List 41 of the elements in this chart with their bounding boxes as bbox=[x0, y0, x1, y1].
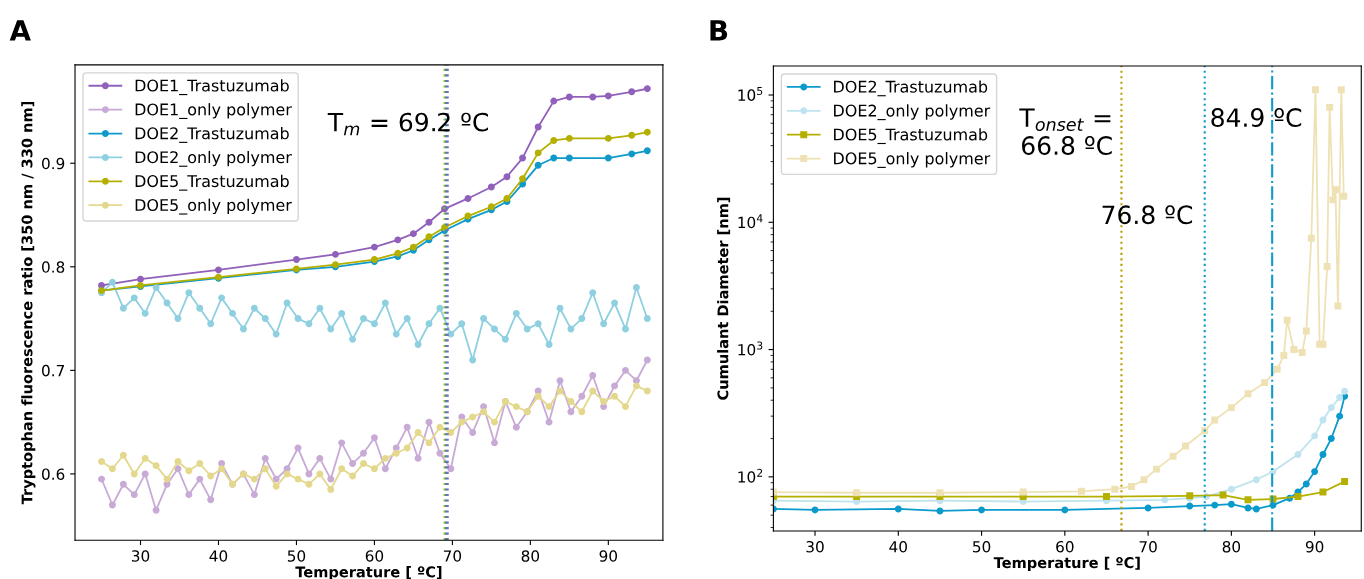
legend-label: DOE5_Trastuzumab bbox=[135, 174, 289, 191]
x-tick-label: 70 bbox=[443, 550, 462, 562]
legend-label: DOE5_only polymer bbox=[834, 152, 991, 168]
y-tick-label: 0.8 bbox=[42, 261, 65, 273]
legend-label: DOE1_Trastuzumab bbox=[135, 79, 289, 96]
legend-label: DOE2_only polymer bbox=[834, 104, 991, 121]
x-tick-label: 90 bbox=[1305, 540, 1324, 553]
y-tick-label: 10$^{5}$ bbox=[738, 87, 763, 101]
legend-label: DOE2_only polymer bbox=[135, 150, 292, 167]
ref-line-label: 84.9 ºC bbox=[1211, 108, 1302, 128]
x-tick-label: 50 bbox=[973, 540, 991, 553]
legend-label: DOE1_only polymer bbox=[135, 103, 292, 120]
y-axis-title: Tryptophan fluorescence ratio [350 nm / 330 nm] bbox=[21, 101, 36, 505]
chart-title: B bbox=[710, 20, 728, 41]
x-tick-label: 60 bbox=[1056, 540, 1074, 553]
y-tick-label: 10$^{3}$ bbox=[738, 341, 763, 356]
ref-line-label: 76.8 ºC bbox=[1102, 205, 1193, 225]
chart-title: A bbox=[9, 20, 31, 41]
annotation: T$_{m}$ = 69.2 ºC bbox=[327, 112, 489, 136]
x-tick-label: 90 bbox=[599, 550, 618, 562]
legend-label: DOE2_Trastuzumab bbox=[135, 127, 289, 143]
y-tick-label: 0.9 bbox=[42, 157, 65, 170]
x-axis-title: Temperature [ ºC] bbox=[993, 556, 1140, 571]
x-tick-label: 40 bbox=[889, 540, 907, 553]
legend-label: DOE5_only polymer bbox=[135, 198, 292, 215]
x-tick-label: 30 bbox=[806, 540, 824, 553]
x-tick-label: 80 bbox=[1222, 540, 1241, 553]
y-axis-title: Cumulant Diameter [nm] bbox=[717, 197, 731, 400]
x-tick-label: 40 bbox=[209, 550, 228, 562]
x-tick-label: 70 bbox=[1139, 540, 1157, 553]
y-tick-label: 10$^{2}$ bbox=[738, 468, 763, 483]
x-tick-label: 30 bbox=[131, 550, 150, 562]
ref-line-label: T$_{onset}$ = 66.8 ºC bbox=[1019, 108, 1112, 156]
y-tick-label: 0.7 bbox=[42, 364, 64, 377]
x-tick-label: 60 bbox=[365, 550, 384, 562]
y-tick-label: 10$^{4}$ bbox=[738, 214, 763, 229]
legend-label: DOE2_Trastuzumab bbox=[834, 80, 988, 97]
legend-label: DOE5_Trastuzumab bbox=[834, 128, 988, 145]
x-tick-label: 80 bbox=[521, 550, 540, 562]
y-tick-label: 0.6 bbox=[42, 468, 65, 480]
x-tick-label: 50 bbox=[287, 550, 306, 562]
